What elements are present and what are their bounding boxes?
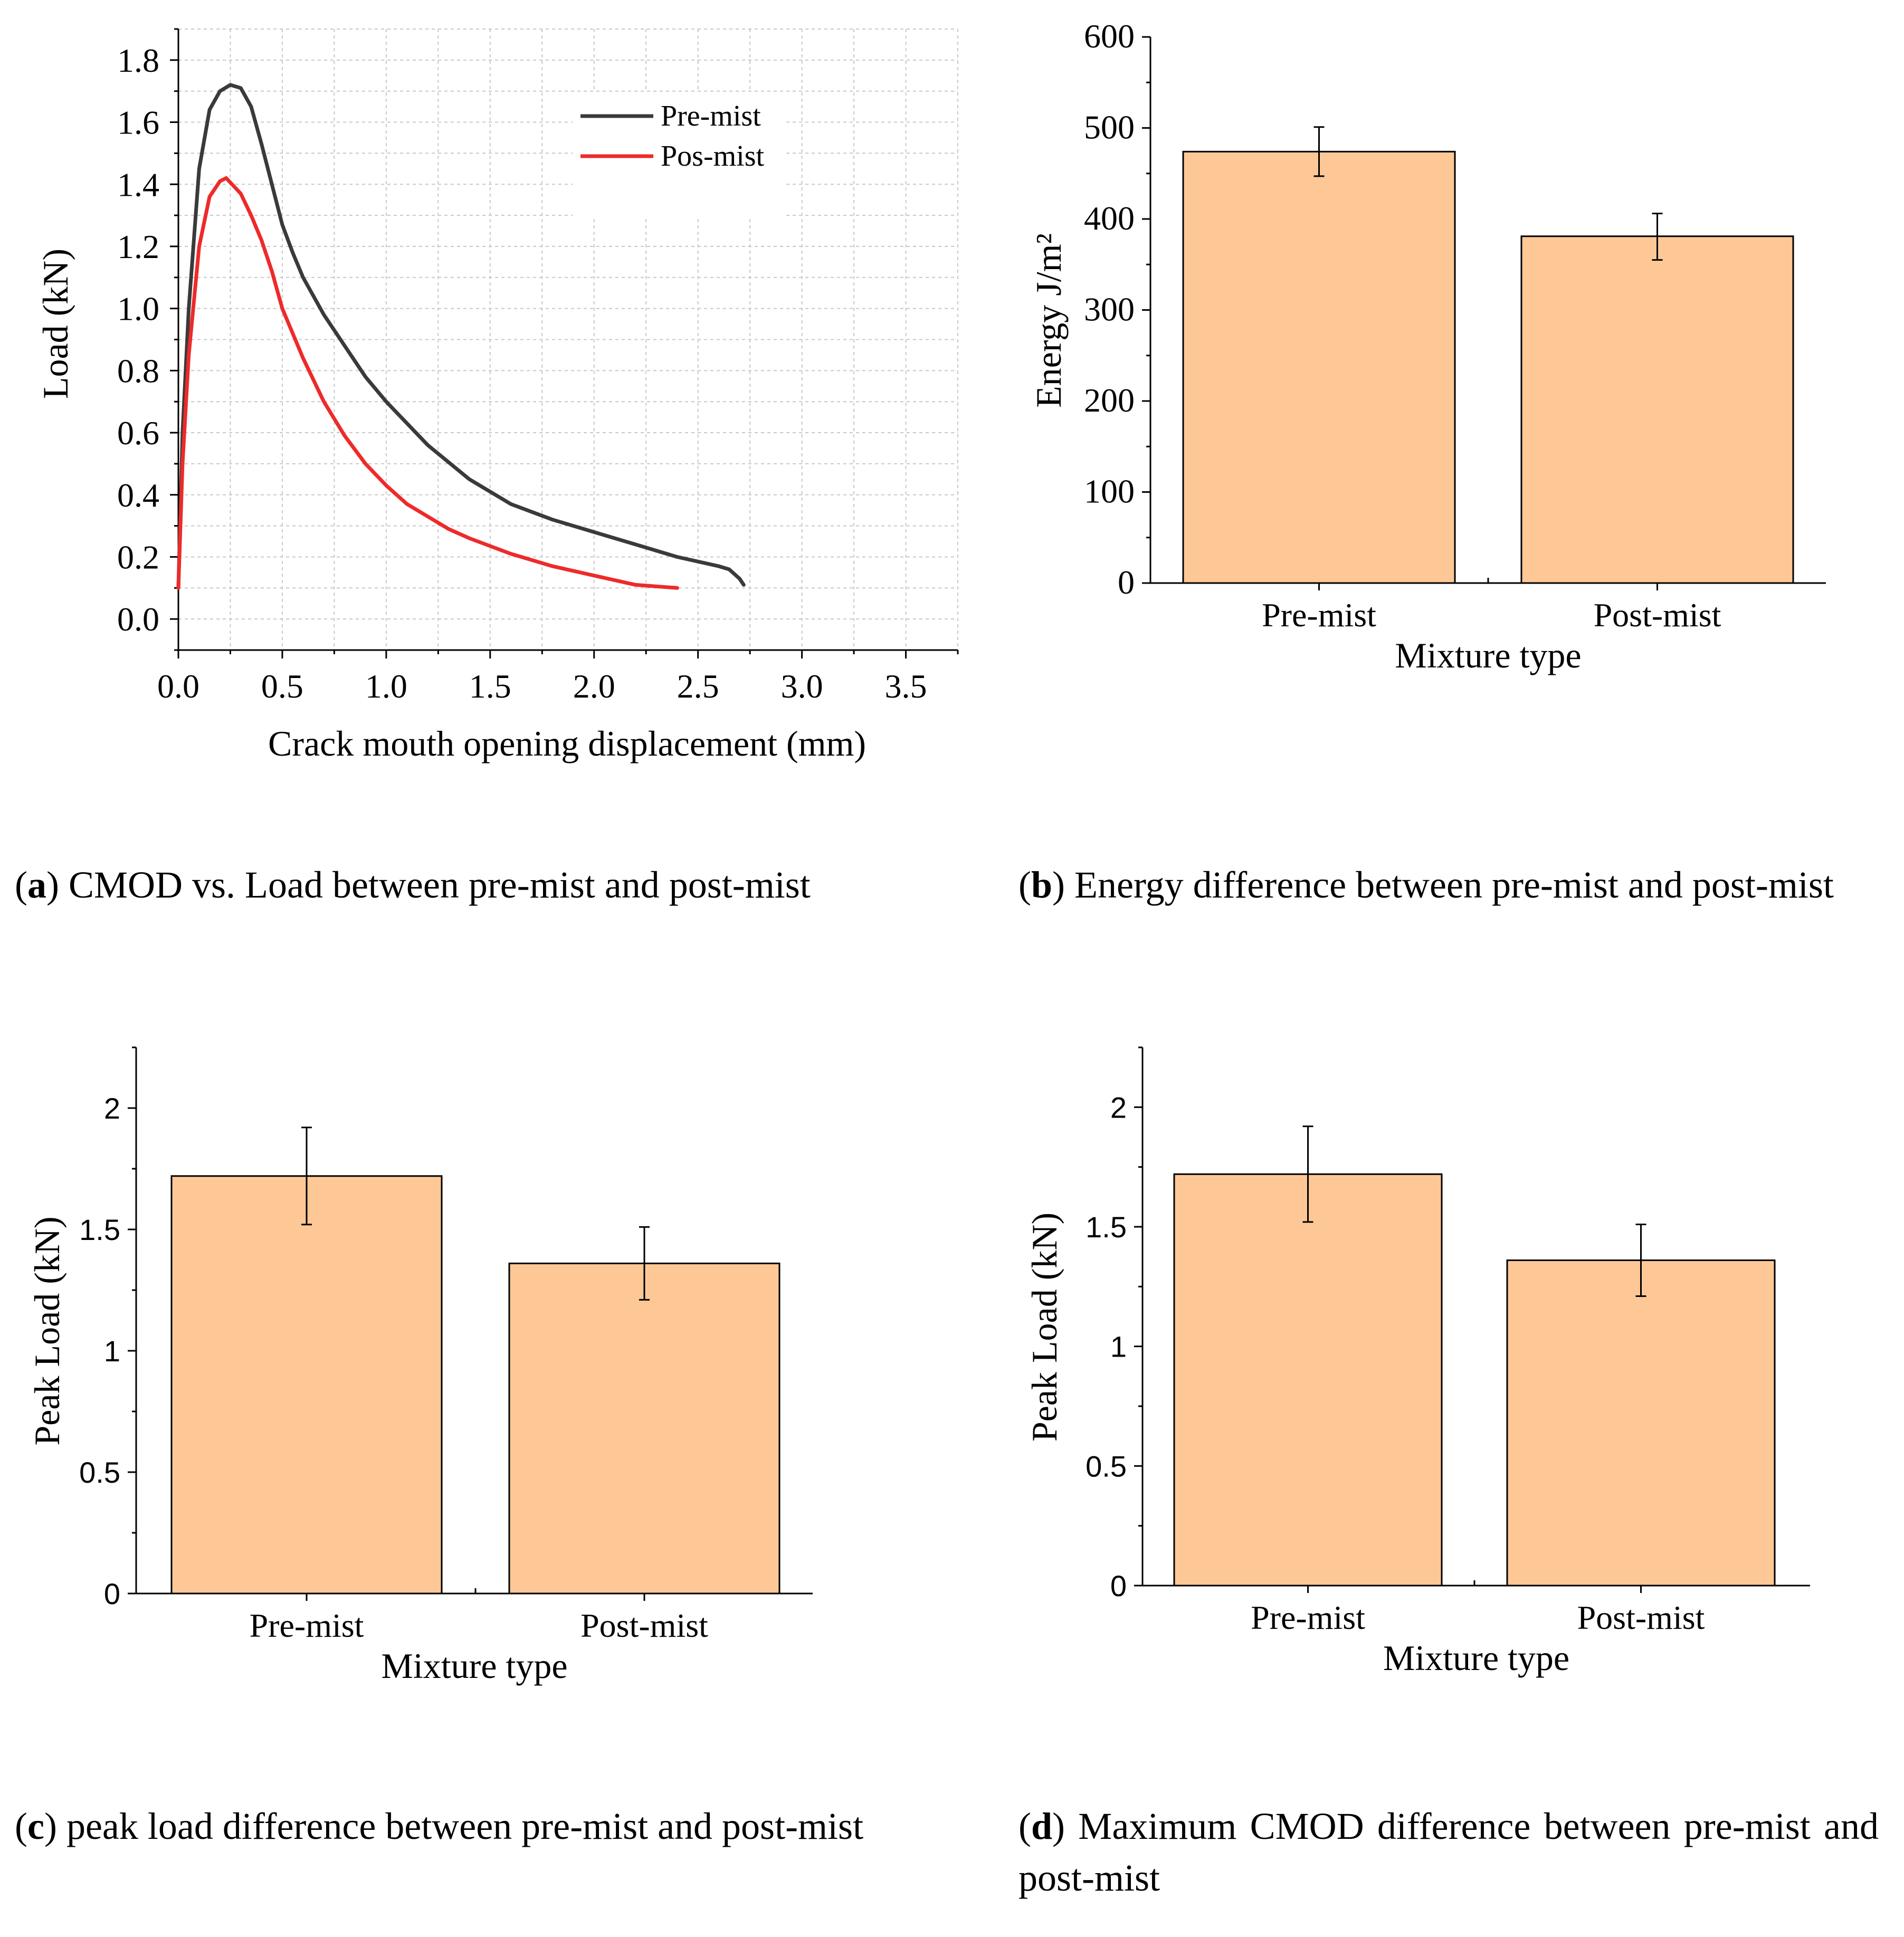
chart-d-x-tick-label: Pre-mist <box>1251 1599 1365 1636</box>
chart-b-bar-post-mist <box>1520 235 1794 584</box>
caption-d: (d) Maximum CMOD difference between pre-… <box>1018 1805 1879 1899</box>
chart-b-y-tick-label: 600 <box>1084 17 1135 55</box>
chart-c-peak-load: 0 0.5 1 1.5 2 Pre-mist Post-mist Mixture type Pe… <box>27 1046 813 1686</box>
chart-c-y-tick-label: 0.5 <box>79 1456 120 1489</box>
chart-b-y-tick-label: 100 <box>1084 473 1135 510</box>
chart-a-y-axis-title: Load (kN) <box>35 249 75 399</box>
caption-d-letter: d <box>1031 1805 1053 1847</box>
chart-d-y-tick-label: 0.5 <box>1086 1449 1127 1483</box>
caption-c-text: peak load difference between pre-mist an… <box>66 1805 864 1847</box>
chart-a-cmod-vs-load: 0.0 0.2 0.4 0.6 0.8 1.0 1.2 1.4 1.6 1.8 0.0 0.5 1.0 1… <box>35 28 959 764</box>
chart-a-x-tick-label: 1.0 <box>365 667 407 705</box>
chart-c-x-axis-title: Mixture type <box>381 1646 567 1686</box>
chart-c-bar-post-mist <box>508 1262 780 1595</box>
chart-a-y-tick-label: 0.0 <box>117 600 159 638</box>
chart-c-x-tick-label: Post-mist <box>580 1607 708 1644</box>
caption-a-letter: a <box>27 864 46 906</box>
chart-a-x-tick-label: 2.5 <box>677 667 719 705</box>
chart-a-y-tick-label: 1.8 <box>117 42 159 79</box>
chart-d-bar-post-mist <box>1506 1259 1776 1587</box>
chart-a-legend-label-0: Pre-mist <box>661 100 761 132</box>
chart-b-y-axis-title: Energy J/m² <box>1029 233 1069 408</box>
chart-d-bar-pre-mist <box>1173 1173 1443 1587</box>
caption-a-text: CMOD vs. Load between pre-mist and post-… <box>68 864 811 906</box>
chart-a-series-pos-mist-line <box>176 176 679 590</box>
chart-a-series-pre-mist-line <box>176 83 746 590</box>
caption-b: (b) Energy difference between pre-mist a… <box>1018 864 1834 906</box>
chart-c-y-tick-label: 1.5 <box>79 1213 120 1246</box>
chart-b-y-tick-label: 500 <box>1084 109 1135 146</box>
chart-a-y-tick-label: 0.6 <box>117 414 159 452</box>
chart-a-x-tick-label: 3.0 <box>781 667 823 705</box>
caption-c-letter: c <box>27 1805 44 1847</box>
chart-a-y-tick-label: 0.2 <box>117 538 159 576</box>
chart-b-energy: 0 100 200 300 400 500 600 Pre-mist Post-mist Mixt… <box>1029 17 1826 675</box>
chart-b-x-tick-label: Pre-mist <box>1262 596 1376 634</box>
caption-a: (a) CMOD vs. Load between pre-mist and p… <box>15 864 811 906</box>
chart-b-y-tick-label: 0 <box>1118 564 1135 601</box>
chart-a-x-tick-label: 1.5 <box>469 667 511 705</box>
chart-a-x-tick-label: 3.5 <box>885 667 927 705</box>
chart-c-y-tick-label: 1 <box>104 1334 120 1368</box>
chart-b-x-axis-title: Mixture type <box>1395 635 1581 675</box>
chart-b-y-tick-label: 400 <box>1084 199 1135 237</box>
chart-a-x-tick-label: 0.0 <box>157 667 199 705</box>
chart-a-y-tick-label: 0.4 <box>117 476 159 514</box>
chart-d-y-axis-title: Peak Load (kN) <box>1024 1213 1064 1442</box>
chart-b-x-tick-label: Post-mist <box>1594 596 1721 634</box>
chart-c-y-tick-label: 2 <box>104 1092 120 1125</box>
chart-a-legend-label-1: Pos-mist <box>661 140 764 173</box>
chart-d-x-tick-label: Post-mist <box>1577 1599 1705 1636</box>
chart-c-y-axis-title: Peak Load (kN) <box>27 1216 67 1445</box>
chart-a-y-tick-label: 1.0 <box>117 290 159 328</box>
chart-d-y-tick-label: 1 <box>1110 1330 1127 1363</box>
chart-b-y-tick-label: 200 <box>1084 381 1135 419</box>
caption-b-letter: b <box>1031 864 1053 906</box>
chart-d-y-tick-label: 0 <box>1110 1569 1127 1602</box>
chart-c-x-tick-label: Pre-mist <box>250 1607 364 1644</box>
chart-a-x-tick-label: 2.0 <box>573 667 615 705</box>
chart-a-y-tick-label: 1.6 <box>117 104 159 141</box>
caption-c: (c) peak load difference between pre-mis… <box>15 1805 864 1847</box>
chart-d-y-tick-label: 1.5 <box>1086 1210 1127 1244</box>
chart-b-bar-pre-mist <box>1182 150 1456 584</box>
caption-b-text: Energy difference between pre-mist and p… <box>1074 864 1834 906</box>
chart-d-y-tick-label: 2 <box>1110 1091 1127 1124</box>
chart-c-y-tick-label: 0 <box>104 1577 120 1610</box>
chart-d-x-axis-title: Mixture type <box>1383 1638 1569 1678</box>
caption-d-text: Maximum CMOD difference between pre-mist… <box>1018 1805 1879 1899</box>
chart-c-bar-pre-mist <box>170 1175 443 1595</box>
chart-a-y-tick-label: 1.4 <box>117 166 159 203</box>
chart-a-y-tick-label: 1.2 <box>117 228 159 265</box>
chart-a-x-axis-title: Crack mouth opening displacement (mm) <box>268 723 866 764</box>
chart-b-y-tick-label: 300 <box>1084 291 1135 328</box>
chart-a-x-tick-label: 0.5 <box>261 667 303 705</box>
chart-a-y-tick-label: 0.8 <box>117 352 159 389</box>
